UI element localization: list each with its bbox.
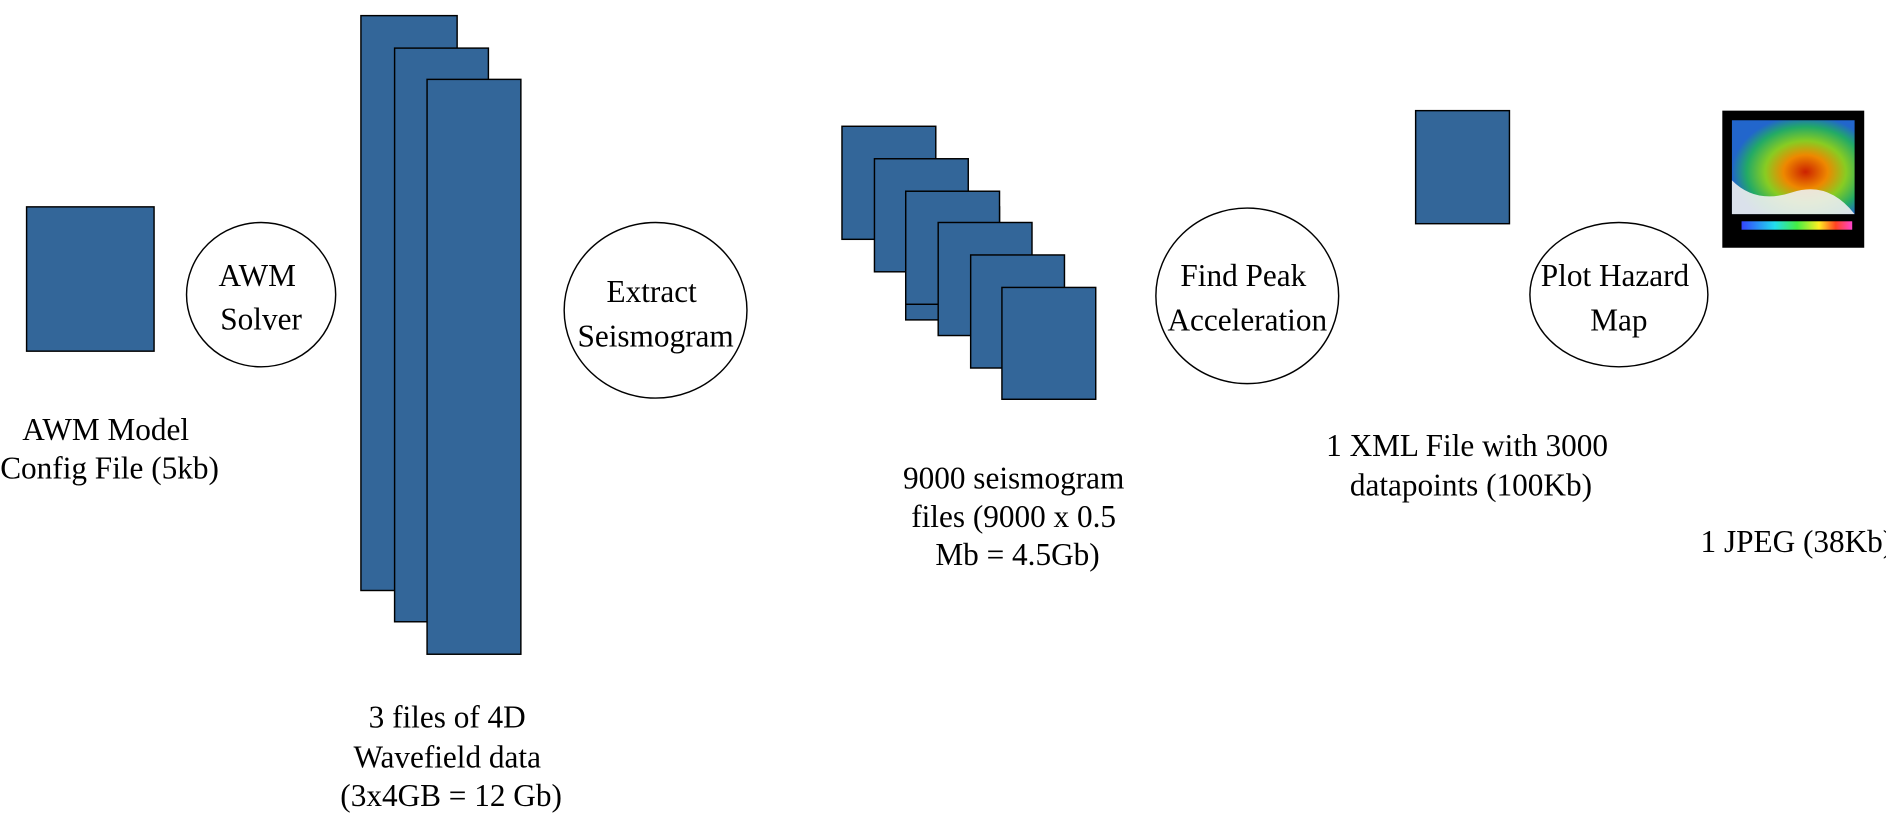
label-line: 1 XML File with 3000	[1326, 428, 1608, 463]
file-label: 1 JPEG (38Kb)	[1701, 524, 1886, 559]
label-line: AWM	[219, 258, 296, 293]
file-label: 9000 seismogram files (9000 x 0.5 Mb = 4…	[903, 460, 1132, 572]
label-line: AWM Model	[22, 412, 189, 447]
file-label: 1 XML File with 3000 datapoints (100Kb)	[1326, 428, 1616, 503]
file-icon	[1002, 287, 1096, 399]
label-line: Plot Hazard	[1541, 258, 1690, 293]
file-label: 3 files of 4D Wavefield data (3x4GB = 12…	[340, 700, 562, 813]
label-line: Solver	[220, 302, 302, 337]
page: {"processes": [ {"lines": ["AWM", "Solve…	[0, 0, 1886, 819]
label-line: 1 JPEG (38Kb)	[1701, 524, 1886, 559]
label-line: Find Peak	[1180, 258, 1306, 293]
process-node	[564, 222, 747, 398]
label-line: Extract	[607, 274, 698, 309]
file-icon	[1416, 111, 1510, 224]
file-icon	[427, 79, 521, 654]
hazard-map-thumbnail	[1722, 111, 1864, 248]
label-line: Map	[1590, 303, 1647, 338]
label-line: (3x4GB = 12 Gb)	[340, 778, 562, 813]
label-line: Wavefield data	[353, 739, 541, 774]
label-line: datapoints (100Kb)	[1350, 467, 1592, 502]
process-node	[187, 222, 336, 366]
workflow-diagram: AWM Model Config File (5kb) AWM Solver 3…	[0, 0, 1886, 819]
label-line: Config File (5kb)	[0, 451, 219, 486]
label-line: Mb = 4.5Gb)	[935, 537, 1099, 572]
process-node	[1530, 222, 1708, 366]
file-label: AWM Model Config File (5kb)	[0, 412, 219, 485]
process-node	[1156, 208, 1339, 384]
label-line: 3 files of 4D	[369, 700, 526, 735]
label-line: Acceleration	[1167, 303, 1327, 338]
label-line: Seismogram	[577, 318, 733, 353]
label-line: files (9000 x 0.5	[911, 499, 1116, 534]
file-icon	[27, 207, 154, 351]
label-line: 9000 seismogram	[903, 460, 1124, 495]
